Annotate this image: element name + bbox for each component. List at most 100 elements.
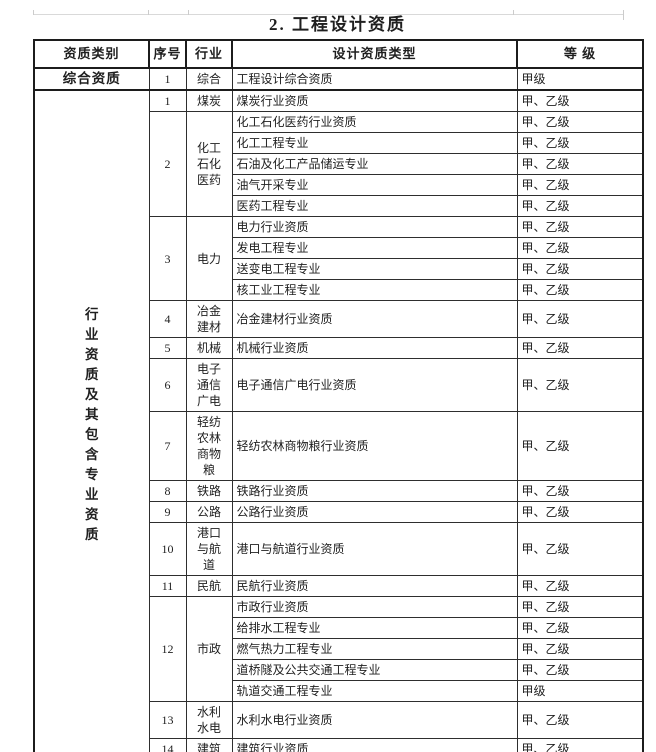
- table-row: 10 港口 与航道港口与航道行业资质 甲、乙级: [34, 522, 644, 576]
- type-cell: 轨道交通工程专业: [231, 680, 518, 702]
- type-cell: 电力行业资质: [231, 216, 518, 238]
- vertical-label-char: 资: [85, 507, 99, 522]
- industry-name-line: 商物: [196, 447, 221, 461]
- grade-cell: 甲、乙级: [516, 701, 644, 739]
- type-cell: 化工石化医药行业资质: [231, 111, 518, 133]
- industry-name-line: 石化: [196, 157, 221, 171]
- table-row: 2 化工 石化 医药 化工石化医药行业资质 甲、乙级: [34, 111, 644, 217]
- grade-cell: 甲、乙级: [516, 111, 644, 133]
- industry-cell: 电子 通信 广电: [185, 358, 233, 412]
- remnant-column-line: [148, 10, 149, 15]
- type-cell: 燃气热力工程专业: [231, 638, 518, 660]
- vertical-label-char: 含: [85, 447, 99, 462]
- seq-cell: 13: [148, 701, 187, 739]
- vertical-label-char: 其: [85, 407, 99, 422]
- grade-cell: 甲、乙级: [516, 659, 644, 681]
- industry-cell: 民航: [185, 575, 233, 597]
- table-row: 9 公路 公路行业资质 甲、乙级: [34, 501, 644, 523]
- type-cell: 公路行业资质: [231, 501, 518, 523]
- grade-cell: 甲、乙级: [516, 195, 644, 217]
- industry-name-line: 建筑: [196, 742, 221, 752]
- type-cell: 送变电工程专业: [231, 258, 518, 280]
- table-row: 核工业工程专业 甲、乙级: [34, 279, 644, 301]
- industry-cell: 公路: [185, 501, 233, 523]
- industry-cell: 冶金 建材: [185, 300, 233, 338]
- col-header-category: 资质类别: [33, 39, 150, 69]
- grade-cell: 甲、乙级: [516, 480, 644, 502]
- type-cell: 给排水工程专业: [231, 617, 518, 639]
- table-row: 8 铁路 铁路行业资质 甲、乙级: [34, 480, 644, 502]
- grade-cell: 甲、乙级: [516, 501, 644, 523]
- vertical-label-char: 质: [85, 527, 99, 542]
- table-row: 石油及化工产品储运专业 甲、乙级: [34, 153, 644, 175]
- industry-name-line: 广电: [196, 394, 221, 408]
- industry-cell: 市政: [185, 596, 233, 702]
- document-page: 2. 工程设计资质 资质类别 序号 行业 设计资质类型 等 级 综合资质 1 综…: [0, 10, 656, 752]
- header-row: 资质类别 序号 行业 设计资质类型 等 级: [33, 39, 644, 69]
- seq-cell: 6: [148, 358, 187, 412]
- industry-cell: 综合: [185, 67, 233, 91]
- remnant-column-line: [188, 10, 189, 15]
- industry-name-line: 通信: [196, 378, 221, 392]
- table-row: 燃气热力工程专业 甲、乙级: [34, 638, 644, 660]
- industry-name-line: 公路: [196, 505, 221, 519]
- vertical-label-char: 质: [85, 367, 99, 382]
- seq-cell: 12: [148, 596, 187, 702]
- seq-cell: 11: [148, 575, 187, 597]
- vertical-label-char: 行: [85, 307, 99, 322]
- type-cell: 工程设计综合资质: [231, 67, 518, 91]
- grade-cell: 甲、乙级: [516, 153, 644, 175]
- industry-name-line: 铁路: [196, 484, 221, 498]
- page-title: 2. 工程设计资质: [269, 15, 406, 34]
- industry-name-line: 市政: [196, 642, 221, 656]
- industry-name-line: 机械: [196, 341, 221, 355]
- industry-name-line: 电子: [196, 362, 221, 376]
- table-row: 医药工程专业 甲、乙级: [34, 195, 644, 217]
- industry-name-line: 水利: [196, 705, 221, 719]
- grade-cell: 甲、乙级: [516, 575, 644, 597]
- industry-name-line: 电力: [196, 251, 221, 266]
- vertical-label-char: 包: [85, 427, 99, 442]
- seq-cell: 9: [148, 501, 187, 523]
- industry-name-line: 煤炭: [196, 94, 221, 108]
- industry-name-line: 粮: [202, 463, 215, 477]
- industry-cell: 水利 水电: [185, 701, 233, 739]
- grade-cell: 甲、乙级: [516, 89, 644, 112]
- industry-name-line: 医药: [196, 173, 221, 187]
- industry-name-line: 农林: [196, 431, 221, 445]
- type-cell: 油气开采专业: [231, 174, 518, 196]
- industry-name-line: 化工: [196, 141, 221, 155]
- industry-name-line: 冶金: [196, 304, 221, 318]
- grade-cell: 甲、乙级: [516, 279, 644, 301]
- type-cell: 电子通信广电行业资质: [231, 358, 518, 412]
- seq-cell: 14: [148, 738, 187, 752]
- seq-cell: 4: [148, 300, 187, 338]
- grade-cell: 甲、乙级: [516, 738, 644, 752]
- table-row: 11 民航 民航行业资质 甲、乙级: [34, 575, 644, 597]
- industry-name-line: 与航: [196, 542, 221, 556]
- type-cell: 发电工程专业: [231, 237, 518, 259]
- industry-cell: 机械: [185, 337, 233, 359]
- grade-cell: 甲、乙级: [516, 258, 644, 280]
- qualification-table: 资质类别 序号 行业 设计资质类型 等 级 综合资质 1 综合 工程设计综合资质…: [33, 39, 644, 752]
- industry-name-line: 民航: [196, 579, 221, 593]
- table-row: 6 电子 通信 广电 电子通信广电行业资质 甲、乙级: [34, 358, 644, 412]
- type-cell: 港口与航道行业资质: [231, 522, 518, 576]
- industry-cell: 煤炭: [185, 89, 233, 112]
- grade-cell: 甲级: [516, 67, 644, 91]
- seq-cell: 7: [148, 411, 187, 481]
- industry-cell: 港口 与航道: [185, 522, 233, 576]
- table-row: 送变电工程专业 甲、乙级: [34, 258, 644, 280]
- type-cell: 铁路行业资质: [231, 480, 518, 502]
- industry-name-line: 道: [202, 558, 215, 572]
- type-cell: 轻纺农林商物粮行业资质: [231, 411, 518, 481]
- industry-name-line: 港口: [196, 526, 221, 540]
- comprehensive-row: 综合资质 1 综合 工程设计综合资质 甲级: [33, 67, 644, 91]
- type-cell: 道桥隧及公共交通工程专业: [231, 659, 518, 681]
- vertical-label-char: 及: [85, 387, 99, 402]
- previous-table-remnant: [0, 10, 656, 20]
- table-row: 14 建筑 建筑行业资质 甲、乙级: [34, 738, 644, 752]
- seq-cell: 1: [148, 67, 187, 91]
- type-cell: 石油及化工产品储运专业: [231, 153, 518, 175]
- table-row: 轨道交通工程专业 甲级: [34, 680, 644, 702]
